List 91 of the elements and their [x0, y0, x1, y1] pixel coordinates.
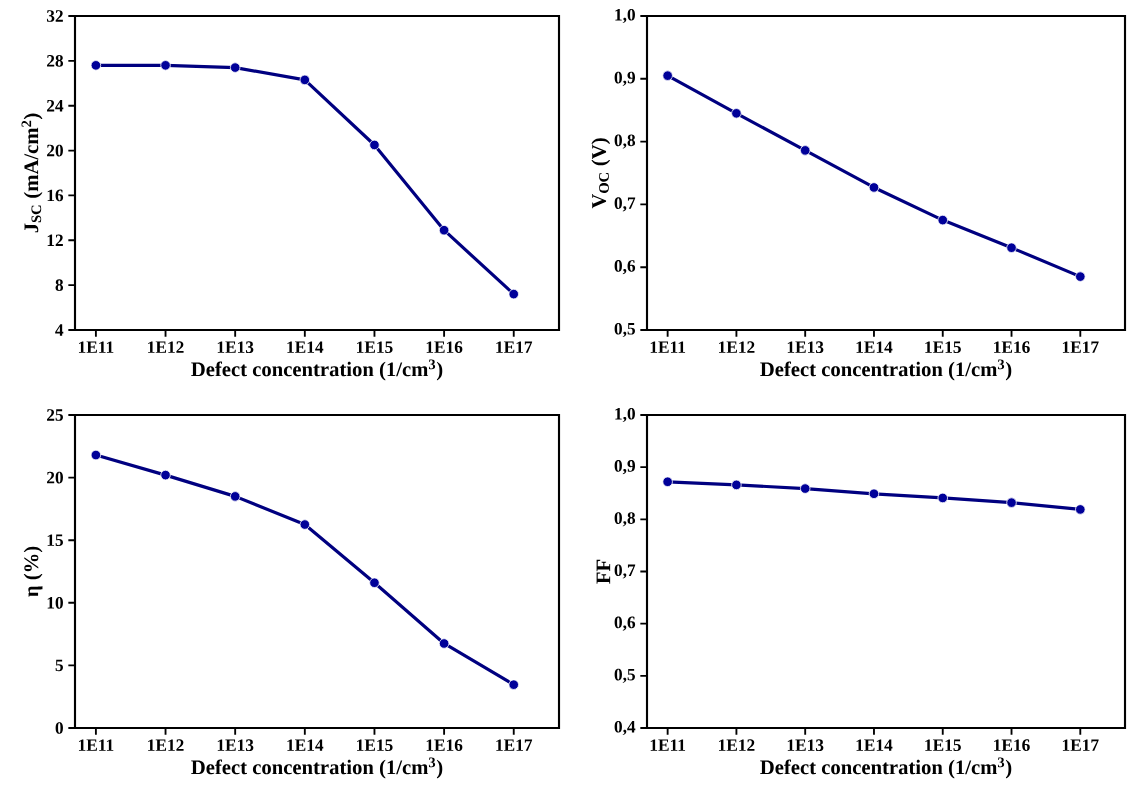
point: [229, 62, 241, 73]
x-tick-label: 1E14: [856, 739, 893, 751]
point: [369, 577, 380, 588]
point: [299, 519, 311, 530]
x-tick-label: 1E13: [787, 739, 824, 752]
y-tick-label: 16: [47, 189, 64, 202]
x-tick-label: 1E12: [719, 341, 755, 353]
point: [868, 182, 880, 193]
point: [160, 469, 171, 481]
y-tick-label: 20: [47, 144, 63, 157]
point: [937, 214, 948, 226]
point: [90, 60, 102, 71]
y-tick-label: 0,4: [614, 720, 636, 736]
y-axis-title: V$_{OC}$ (V): [591, 138, 611, 209]
y-tick-label: 0,6: [614, 260, 636, 275]
point: [731, 479, 742, 491]
point: [662, 70, 673, 81]
point: [937, 492, 948, 504]
point: [90, 449, 102, 461]
point: [508, 288, 519, 300]
x-tick-label: 1E11: [78, 739, 114, 751]
point: [229, 491, 241, 502]
x-tick-label: 1E12: [719, 739, 755, 751]
x-tick-label: 1E15: [925, 739, 961, 751]
y-tick-label: 0,9: [614, 71, 636, 86]
point: [731, 108, 742, 119]
x-tick-label: 1E15: [925, 341, 961, 353]
x-tick-label: 1E17: [496, 739, 533, 751]
x-tick-label: 1E14: [287, 341, 324, 353]
x-tick-label: 1E16: [994, 739, 1030, 752]
x-tick-label: 1E11: [78, 341, 114, 353]
y-tick-label: 1,0: [615, 407, 635, 423]
y-tick-label: 0,5: [614, 668, 635, 683]
point: [1075, 504, 1086, 515]
y-tick-label: 0,8: [614, 134, 636, 149]
y-tick-label: 8: [55, 279, 64, 291]
point: [438, 638, 450, 649]
y-tick-label: 0,5: [614, 322, 635, 338]
y-tick-label: 0,6: [614, 616, 636, 631]
y-tick-label: 0,7: [614, 197, 636, 212]
x-axis-title: Defect concentration (1/cm$^{3}$): [760, 359, 1012, 381]
y-axis-title: J$_{SC}$ (mA/cm$^{2}$): [21, 113, 43, 233]
point: [1006, 497, 1017, 508]
x-tick-label: 1E13: [217, 739, 254, 752]
x-tick-label: 1E11: [650, 739, 686, 751]
x-axis-title: Defect concentration (1/cm$^{3}$): [191, 359, 443, 381]
point: [1006, 242, 1017, 253]
x-tick-label: 1E12: [148, 739, 184, 751]
y-tick-label: 5: [55, 659, 63, 672]
x-tick-label: 1E16: [426, 739, 463, 752]
x-tick-label: 1E13: [787, 341, 824, 354]
point: [160, 60, 171, 71]
point: [800, 483, 811, 494]
y-tick-label: 10: [47, 596, 63, 609]
y-tick-label: 4: [55, 324, 64, 336]
x-axis-title: Defect concentration (1/cm$^{3}$): [191, 757, 443, 779]
point: [662, 476, 673, 487]
x-tick-label: 1E12: [148, 341, 184, 353]
y-tick-label: 1,0: [615, 8, 635, 24]
y-tick-label: 25: [47, 409, 63, 421]
x-tick-label: 1E17: [496, 341, 533, 353]
y-tick-label: 20: [47, 471, 63, 484]
y-tick-label: 28: [47, 55, 64, 67]
x-tick-label: 1E14: [856, 341, 893, 353]
y-tick-label: 32: [46, 10, 63, 22]
point: [369, 139, 380, 151]
x-tick-label: 1E17: [1062, 739, 1099, 751]
x-tick-label: 1E11: [650, 341, 686, 353]
point: [1075, 271, 1086, 282]
y-axis-title: η (%): [23, 546, 43, 597]
x-tick-label: 1E16: [426, 341, 463, 354]
x-axis-title: Defect concentration (1/cm$^{3}$): [760, 757, 1012, 779]
x-tick-label: 1E16: [994, 341, 1030, 354]
x-tick-label: 1E14: [287, 739, 324, 751]
point: [299, 74, 311, 86]
x-tick-label: 1E15: [357, 341, 393, 353]
y-axis-title: FF: [596, 559, 611, 584]
point: [508, 679, 519, 690]
point: [868, 488, 880, 499]
x-tick-label: 1E13: [217, 341, 254, 354]
y-tick-label: 0,8: [614, 512, 636, 527]
point: [438, 224, 450, 236]
x-tick-label: 1E17: [1062, 341, 1099, 353]
y-tick-label: 15: [47, 534, 63, 546]
y-tick-label: 0: [55, 722, 63, 734]
point: [800, 145, 811, 156]
y-tick-label: 0,9: [614, 460, 636, 475]
x-tick-label: 1E15: [357, 739, 393, 751]
y-tick-label: 12: [47, 234, 63, 247]
y-tick-label: 0,7: [614, 564, 636, 579]
y-tick-label: 24: [47, 99, 64, 112]
